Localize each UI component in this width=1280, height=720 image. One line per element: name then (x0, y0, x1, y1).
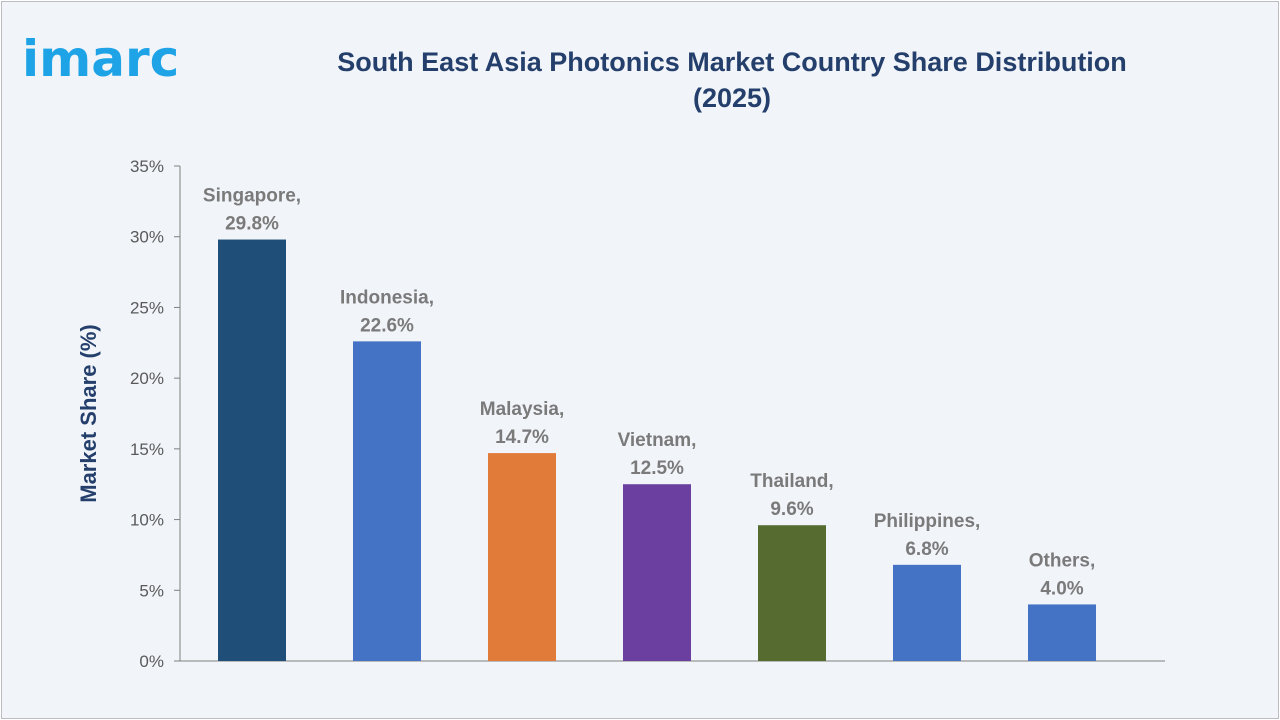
chart-title-line-1: South East Asia Photonics Market Country… (337, 47, 1127, 77)
bar-singapore (218, 239, 286, 662)
bar-vietnam (623, 484, 691, 661)
bar-malaysia (488, 453, 556, 661)
data-label-category: Vietnam, (618, 430, 697, 451)
data-label-value: 9.6% (770, 499, 813, 520)
chart-title-line-2: (2025) (692, 83, 772, 113)
chart-axes: 0% 5% 10% 15% 20% 25% 30% 35% Market Share (%) (76, 157, 1165, 671)
y-tick-label: 0% (139, 652, 164, 671)
y-tick-label: 20% (130, 369, 164, 388)
bar-indonesia (353, 341, 421, 661)
y-tick-label: 25% (130, 298, 164, 317)
data-label-category: Indonesia, (340, 287, 434, 308)
chart-title: South East Asia Photonics Market Country… (292, 44, 1172, 116)
data-label-category: Singapore, (203, 186, 301, 207)
chart-data-labels: Singapore, 29.8% Indonesia, 22.6% Malaysia, 1… (203, 186, 1095, 600)
bar-thailand (758, 525, 826, 661)
data-label-category: Thailand, (750, 471, 833, 492)
data-label-value: 14.7% (495, 427, 549, 448)
y-tick-label: 15% (130, 440, 164, 459)
data-label-category: Others, (1029, 550, 1096, 571)
y-tick-label: 30% (130, 228, 164, 247)
chart-bars (218, 239, 1096, 662)
y-tick-label: 10% (130, 511, 164, 530)
data-label-category: Philippines, (874, 511, 981, 532)
bar-philippines (893, 564, 961, 661)
data-label-value: 6.8% (905, 539, 948, 560)
imarc-logo: imarc (22, 30, 180, 88)
data-label-category: Malaysia, (480, 399, 565, 420)
y-axis-title: Market Share (%) (76, 324, 101, 503)
data-label-value: 29.8% (225, 214, 279, 235)
bar-others (1028, 604, 1096, 661)
data-label-value: 12.5% (630, 458, 684, 479)
y-tick-label: 35% (130, 157, 164, 176)
y-tick-label: 5% (139, 581, 164, 600)
data-label-value: 4.0% (1040, 578, 1083, 599)
data-label-value: 22.6% (360, 315, 414, 336)
